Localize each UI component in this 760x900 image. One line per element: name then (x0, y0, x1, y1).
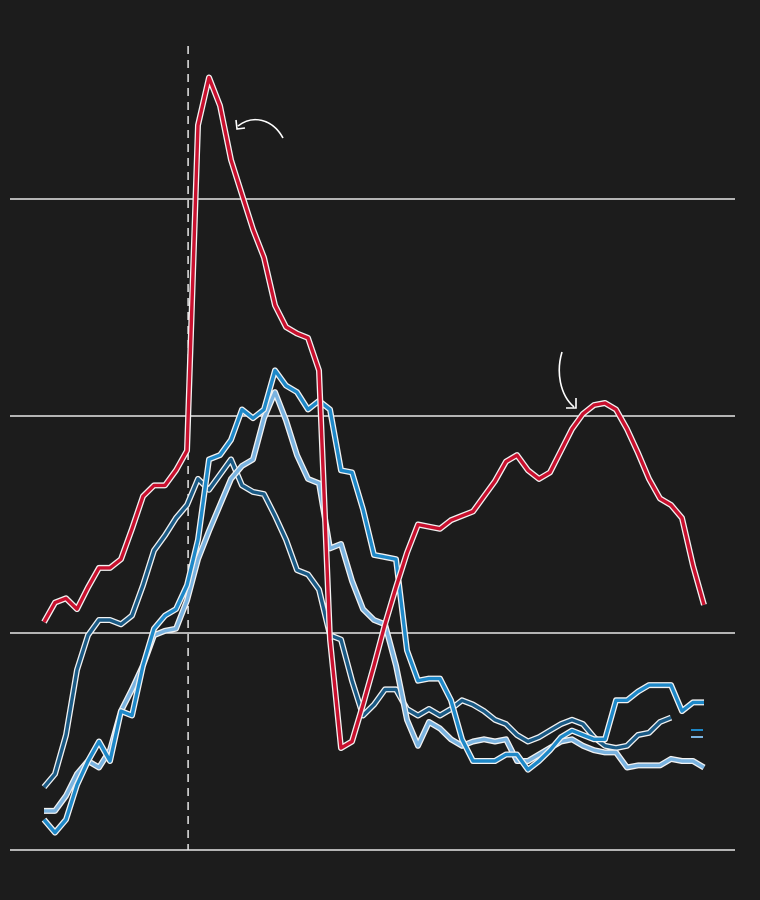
annotation-arrowhead (235, 119, 246, 130)
annotation-arrow (237, 118, 284, 139)
line (42, 75, 706, 750)
line-halo (41, 74, 707, 751)
line-halo (41, 367, 704, 836)
line (42, 368, 704, 835)
line (42, 457, 672, 789)
annotation-arrow (558, 351, 575, 408)
annotation-arrowhead (566, 398, 577, 409)
